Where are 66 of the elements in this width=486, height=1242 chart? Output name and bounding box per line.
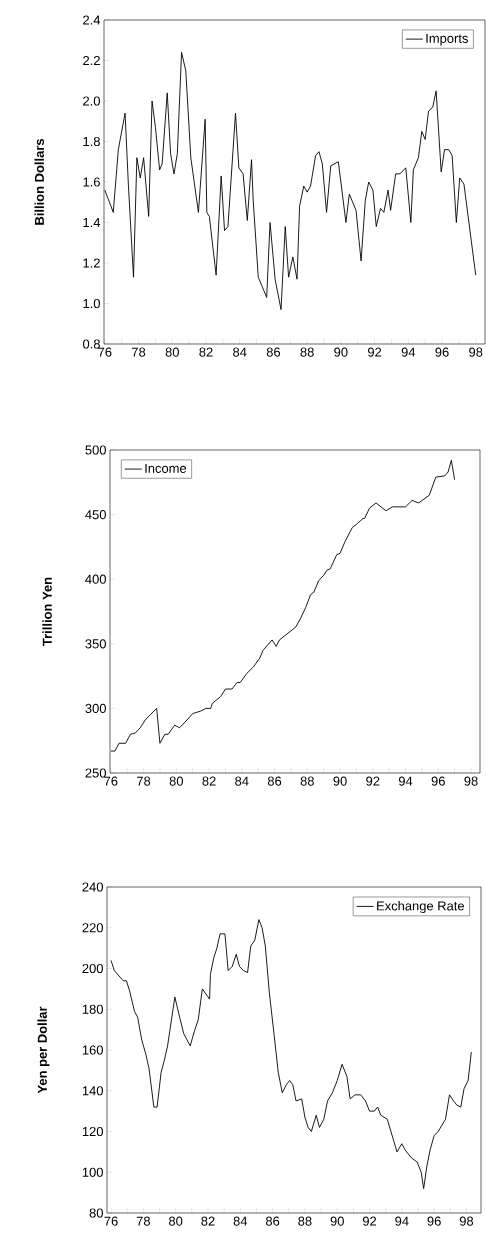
y-tick-label: 2.4 <box>83 15 101 25</box>
y-tick-label: 0.8 <box>82 339 100 349</box>
y-tick-label: 250 <box>85 768 106 778</box>
y-tick-label: 1.6 <box>83 177 100 187</box>
y-tick-label: 400 <box>85 574 106 584</box>
x-tick-label: 96 <box>427 1216 441 1226</box>
x-tick-label: 94 <box>395 1216 409 1226</box>
legend-label: Income <box>145 463 187 473</box>
x-tick-label: 86 <box>266 347 281 357</box>
x-tick-label: 92 <box>367 347 382 357</box>
x-tick-label: 90 <box>334 347 348 357</box>
x-tick-label: 78 <box>137 776 151 786</box>
x-tick-label: 94 <box>398 776 413 786</box>
x-tick-label: 76 <box>98 347 112 357</box>
x-tick-label: 96 <box>435 347 449 357</box>
y-tick-label: 1.4 <box>83 218 101 227</box>
x-tick-label: 88 <box>300 347 314 357</box>
x-tick-label: 82 <box>199 347 213 357</box>
y-tick-label: 350 <box>85 639 106 649</box>
x-tick-label: 84 <box>233 347 247 357</box>
x-tick-label: 78 <box>132 347 146 357</box>
y-tick-label: 450 <box>85 510 106 520</box>
y-tick-label: 1.2 <box>83 258 100 268</box>
x-tick-label: 90 <box>330 1216 344 1226</box>
x-tick-label: 80 <box>169 1216 183 1226</box>
y-axis-title: Billion Dollars <box>34 139 44 225</box>
x-tick-label: 88 <box>298 1216 312 1226</box>
x-tick-label: 96 <box>431 776 445 786</box>
y-tick-label: 1.8 <box>83 136 100 147</box>
y-tick-label: 220 <box>82 923 103 933</box>
x-tick-label: 84 <box>235 776 249 786</box>
x-tick-label: 98 <box>464 776 478 786</box>
x-tick-label: 92 <box>362 1216 377 1226</box>
x-tick-label: 76 <box>104 1216 118 1226</box>
y-tick-label: 180 <box>82 1004 103 1014</box>
y-tick-label: 120 <box>82 1126 103 1137</box>
x-tick-label: 92 <box>366 776 380 786</box>
x-tick-label: 82 <box>201 1216 215 1226</box>
y-tick-label: 160 <box>82 1045 103 1055</box>
x-tick-label: 78 <box>136 1216 150 1226</box>
y-tick-label: 1.0 <box>83 298 100 309</box>
y-tick-label: 2.0 <box>83 96 100 106</box>
x-tick-label: 98 <box>459 1216 474 1226</box>
x-tick-label: 76 <box>104 776 118 786</box>
x-tick-label: 88 <box>300 776 314 786</box>
x-tick-label: 86 <box>267 776 282 786</box>
x-tick-label: 90 <box>333 776 347 786</box>
y-tick-label: 140 <box>82 1086 103 1096</box>
x-tick-label: 86 <box>265 1216 280 1226</box>
x-tick-label: 84 <box>233 1216 248 1226</box>
y-tick-label: 2.2 <box>83 55 100 66</box>
y-axis-title: Trillion Yen <box>42 577 52 646</box>
y-tick-label: 80 <box>89 1208 103 1218</box>
x-tick-label: 80 <box>169 776 184 786</box>
x-tick-label: 80 <box>165 347 179 357</box>
y-tick-label: 200 <box>82 963 103 974</box>
y-tick-label: 240 <box>82 882 103 892</box>
x-tick-label: 94 <box>401 347 416 357</box>
x-tick-label: 82 <box>202 776 216 786</box>
legend-label: Imports <box>426 33 468 46</box>
y-tick-label: 100 <box>82 1167 103 1177</box>
y-tick-label: 300 <box>85 703 106 713</box>
y-axis-title: Yen per Dollar <box>37 1006 50 1094</box>
legend-label: Exchange Rate <box>377 900 464 914</box>
y-tick-label: 500 <box>85 445 106 455</box>
x-tick-label: 98 <box>469 347 483 357</box>
